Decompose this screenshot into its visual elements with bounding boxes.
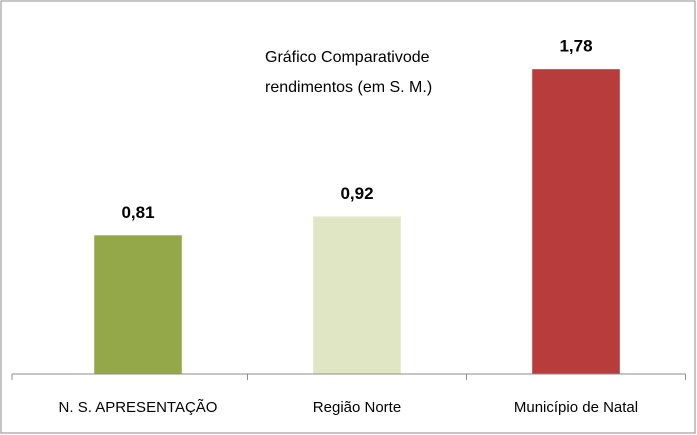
bar (313, 216, 401, 374)
value-label: 0,81 (121, 203, 154, 222)
value-label: 1,78 (559, 37, 592, 56)
chart-title: rendimentos (em S. M.) (265, 79, 432, 96)
value-label: 0,92 (340, 184, 373, 203)
chart-title: Gráfico Comparativode (265, 49, 430, 66)
x-tick-label: N. S. APRESENTAÇÃO (59, 399, 218, 416)
x-tick-label: Município de Natal (514, 399, 638, 416)
x-tick-label: Região Norte (313, 399, 401, 416)
bar (532, 69, 620, 375)
bar (94, 235, 182, 374)
